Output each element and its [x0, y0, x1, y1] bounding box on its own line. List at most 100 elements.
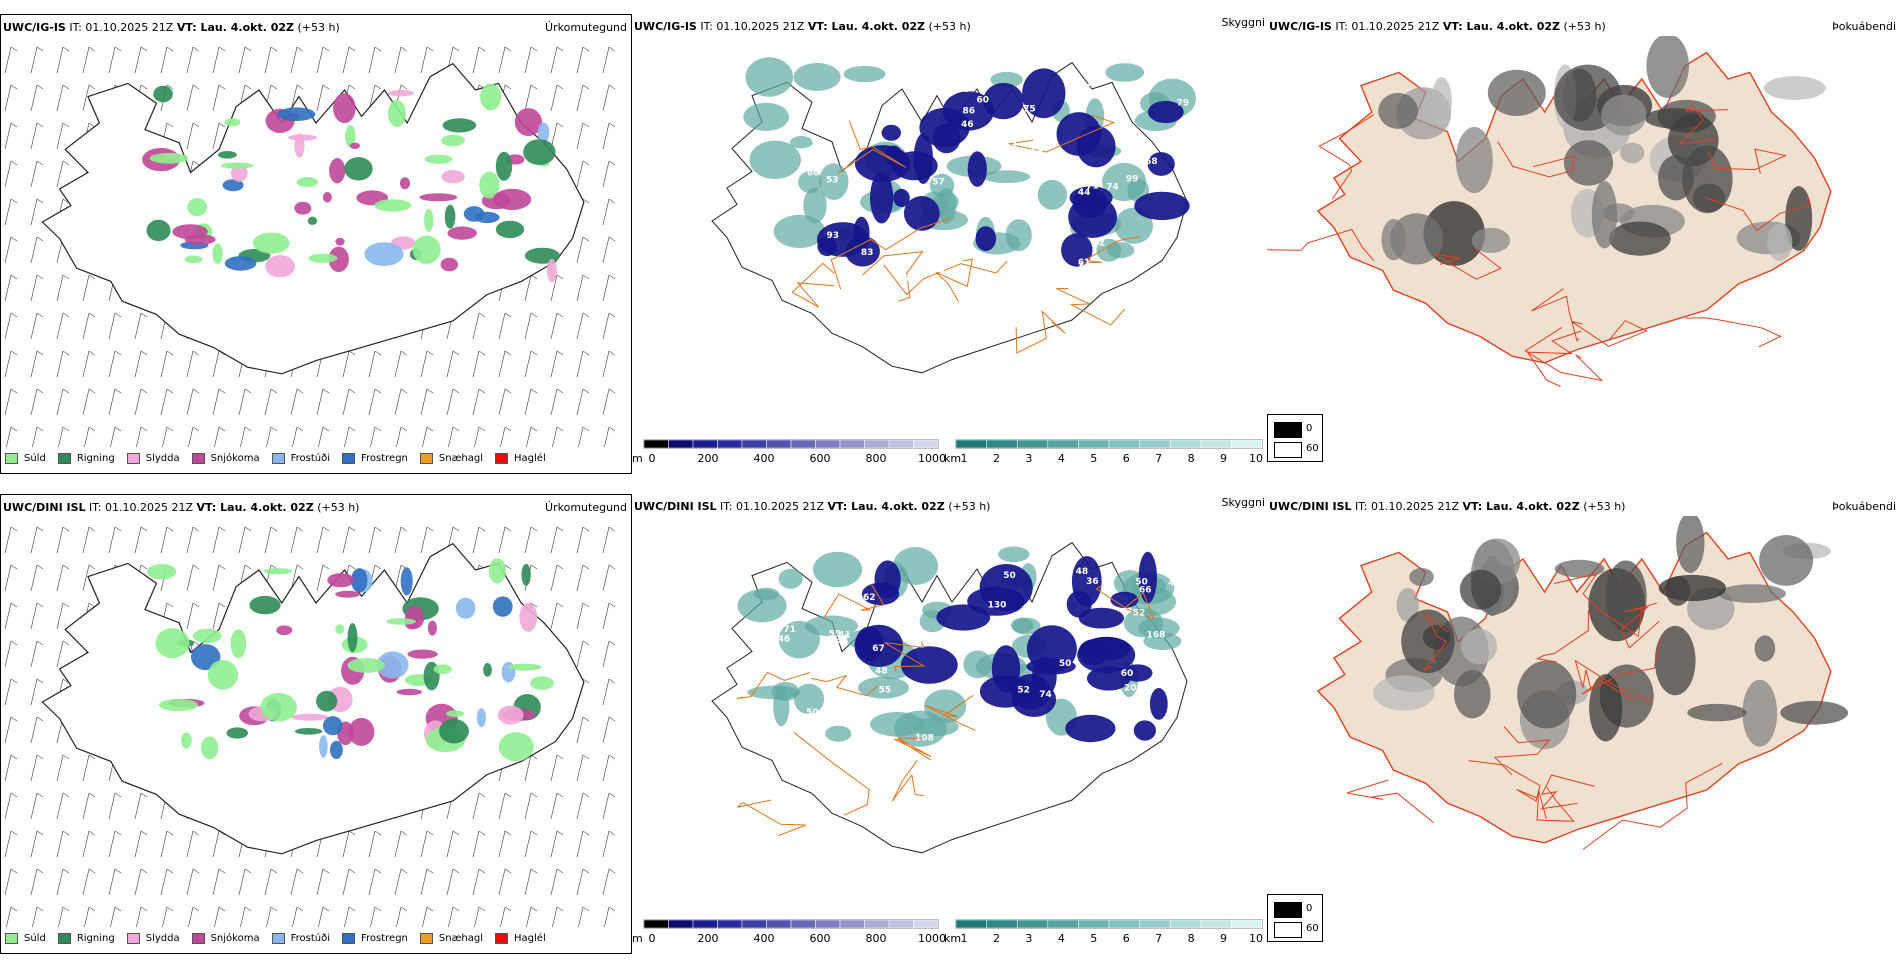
- wind-barb-flag: [452, 526, 460, 532]
- fog-shade-patch: [1742, 679, 1778, 747]
- cloud-base-value-label: 50: [1135, 578, 1148, 588]
- cloud-base-value-label: 50: [1059, 659, 1072, 669]
- wind-barb: [214, 426, 220, 447]
- cloud-base-patch: [1072, 187, 1108, 219]
- wind-barb: [370, 906, 376, 927]
- road-line: [1707, 148, 1787, 174]
- wind-barb: [56, 312, 64, 340]
- wind-barb-flag: [10, 426, 18, 432]
- visibility-patch: [789, 136, 813, 149]
- precip-patch: [399, 177, 411, 190]
- colorbar-tick-label: 800: [865, 452, 887, 465]
- colorbar-tick-label: 10: [1249, 452, 1263, 465]
- wind-barb: [108, 350, 116, 378]
- road-line: [823, 584, 885, 618]
- wind-barb: [134, 830, 142, 858]
- road-line: [811, 674, 879, 697]
- cloud-base-value-label: 83: [861, 248, 874, 258]
- wind-barb-flag: [556, 350, 564, 356]
- precip-patch: [495, 220, 525, 239]
- precip-patch: [181, 732, 192, 749]
- wind-barb: [56, 84, 64, 112]
- wind-barb-flag: [62, 426, 70, 432]
- road-line: [1705, 195, 1812, 232]
- wind-barb: [160, 388, 168, 416]
- road-line: [830, 217, 951, 290]
- wind-barb-flag: [322, 84, 330, 90]
- wind-barb: [394, 868, 402, 896]
- wind-barb: [30, 312, 38, 340]
- cloud-base-value-label: 57: [1078, 83, 1091, 93]
- wind-barb-flag: [322, 426, 330, 432]
- wind-barb-flag: [296, 426, 304, 432]
- wind-barb: [56, 122, 64, 150]
- precip-legend-swatch: [57, 452, 71, 464]
- wind-barb: [602, 868, 610, 896]
- precip-patch: [159, 698, 198, 712]
- wind-barb: [602, 678, 610, 706]
- wind-barb-flag: [582, 312, 590, 318]
- fog-shade-patch: [1459, 569, 1502, 610]
- visibility-patch: [870, 712, 924, 737]
- precip-patch: [495, 151, 513, 181]
- wind-barb: [134, 868, 142, 896]
- fog-shade-patch: [1431, 77, 1452, 126]
- wind-barb-flag: [88, 274, 96, 280]
- colorbar-tick-label: 2: [992, 932, 1000, 945]
- precip-patch: [328, 246, 349, 272]
- wind-barb: [56, 350, 64, 378]
- wind-barb-flag: [166, 526, 174, 532]
- wind-barb: [474, 426, 480, 447]
- wind-barb: [212, 388, 220, 416]
- cloud-base-value-label: 62: [863, 593, 876, 603]
- wind-barb: [212, 564, 220, 592]
- wind-barb: [524, 830, 532, 858]
- precip-patch: [388, 99, 406, 127]
- visibility-patch: [963, 650, 992, 679]
- precip-legend: Súld Rigning Slydda Snjókoma Frostúði Frostre…: [5, 929, 546, 947]
- cloud-base-patch: [975, 226, 997, 252]
- wind-barb: [602, 640, 610, 668]
- wind-barb-flag: [192, 46, 200, 52]
- cloud-base-patch: [1147, 152, 1175, 176]
- wind-barb-flag: [140, 792, 148, 798]
- wind-barb-flag: [140, 426, 148, 432]
- wind-barb: [576, 640, 584, 668]
- road-line: [737, 799, 806, 837]
- visibility-patch: [745, 57, 794, 97]
- precip-patch: [224, 256, 257, 271]
- wind-barb-flag: [244, 84, 252, 90]
- precip-patch: [333, 93, 356, 124]
- wind-barb: [524, 868, 532, 896]
- road-line: [1678, 103, 1729, 145]
- wind-barb: [394, 830, 402, 858]
- wind-barb: [550, 602, 558, 630]
- colorbar-segment: [888, 919, 914, 929]
- cloud-base-value-label: 130: [988, 601, 1007, 611]
- wind-barb-flag: [374, 526, 382, 532]
- road-line: [736, 671, 811, 699]
- wind-barb-flag: [218, 906, 226, 912]
- wind-barb-flag: [140, 312, 148, 318]
- precip-legend-item: Frostregn: [342, 932, 408, 944]
- visibility-patch: [1114, 207, 1153, 244]
- wind-barb-flag: [556, 526, 564, 532]
- precip-patch: [192, 628, 222, 644]
- fog-shade-patch: [1780, 700, 1849, 725]
- cloud-base-value-label: 99: [1126, 175, 1139, 185]
- wind-barb-flag: [10, 906, 18, 912]
- wind-barb: [238, 46, 246, 74]
- colorbar-unit: km: [944, 452, 962, 465]
- wind-barb: [58, 906, 64, 927]
- cloud-base-value-label: 79: [1177, 99, 1190, 109]
- fog-shade-patch: [1454, 670, 1491, 719]
- wind-barb: [56, 754, 64, 782]
- fog-shade-patch: [1396, 588, 1419, 622]
- precip-patch: [294, 201, 312, 215]
- wind-barb: [82, 350, 90, 378]
- wind-barb-flag: [504, 906, 512, 912]
- wind-barb-flag: [10, 564, 18, 570]
- cloud-base-value-label: 50: [806, 708, 819, 718]
- wind-barb: [290, 388, 298, 416]
- precip-type-panel: UWC/IG-IS IT: 01.10.2025 21Z VT: Lau. 4.…: [0, 14, 632, 474]
